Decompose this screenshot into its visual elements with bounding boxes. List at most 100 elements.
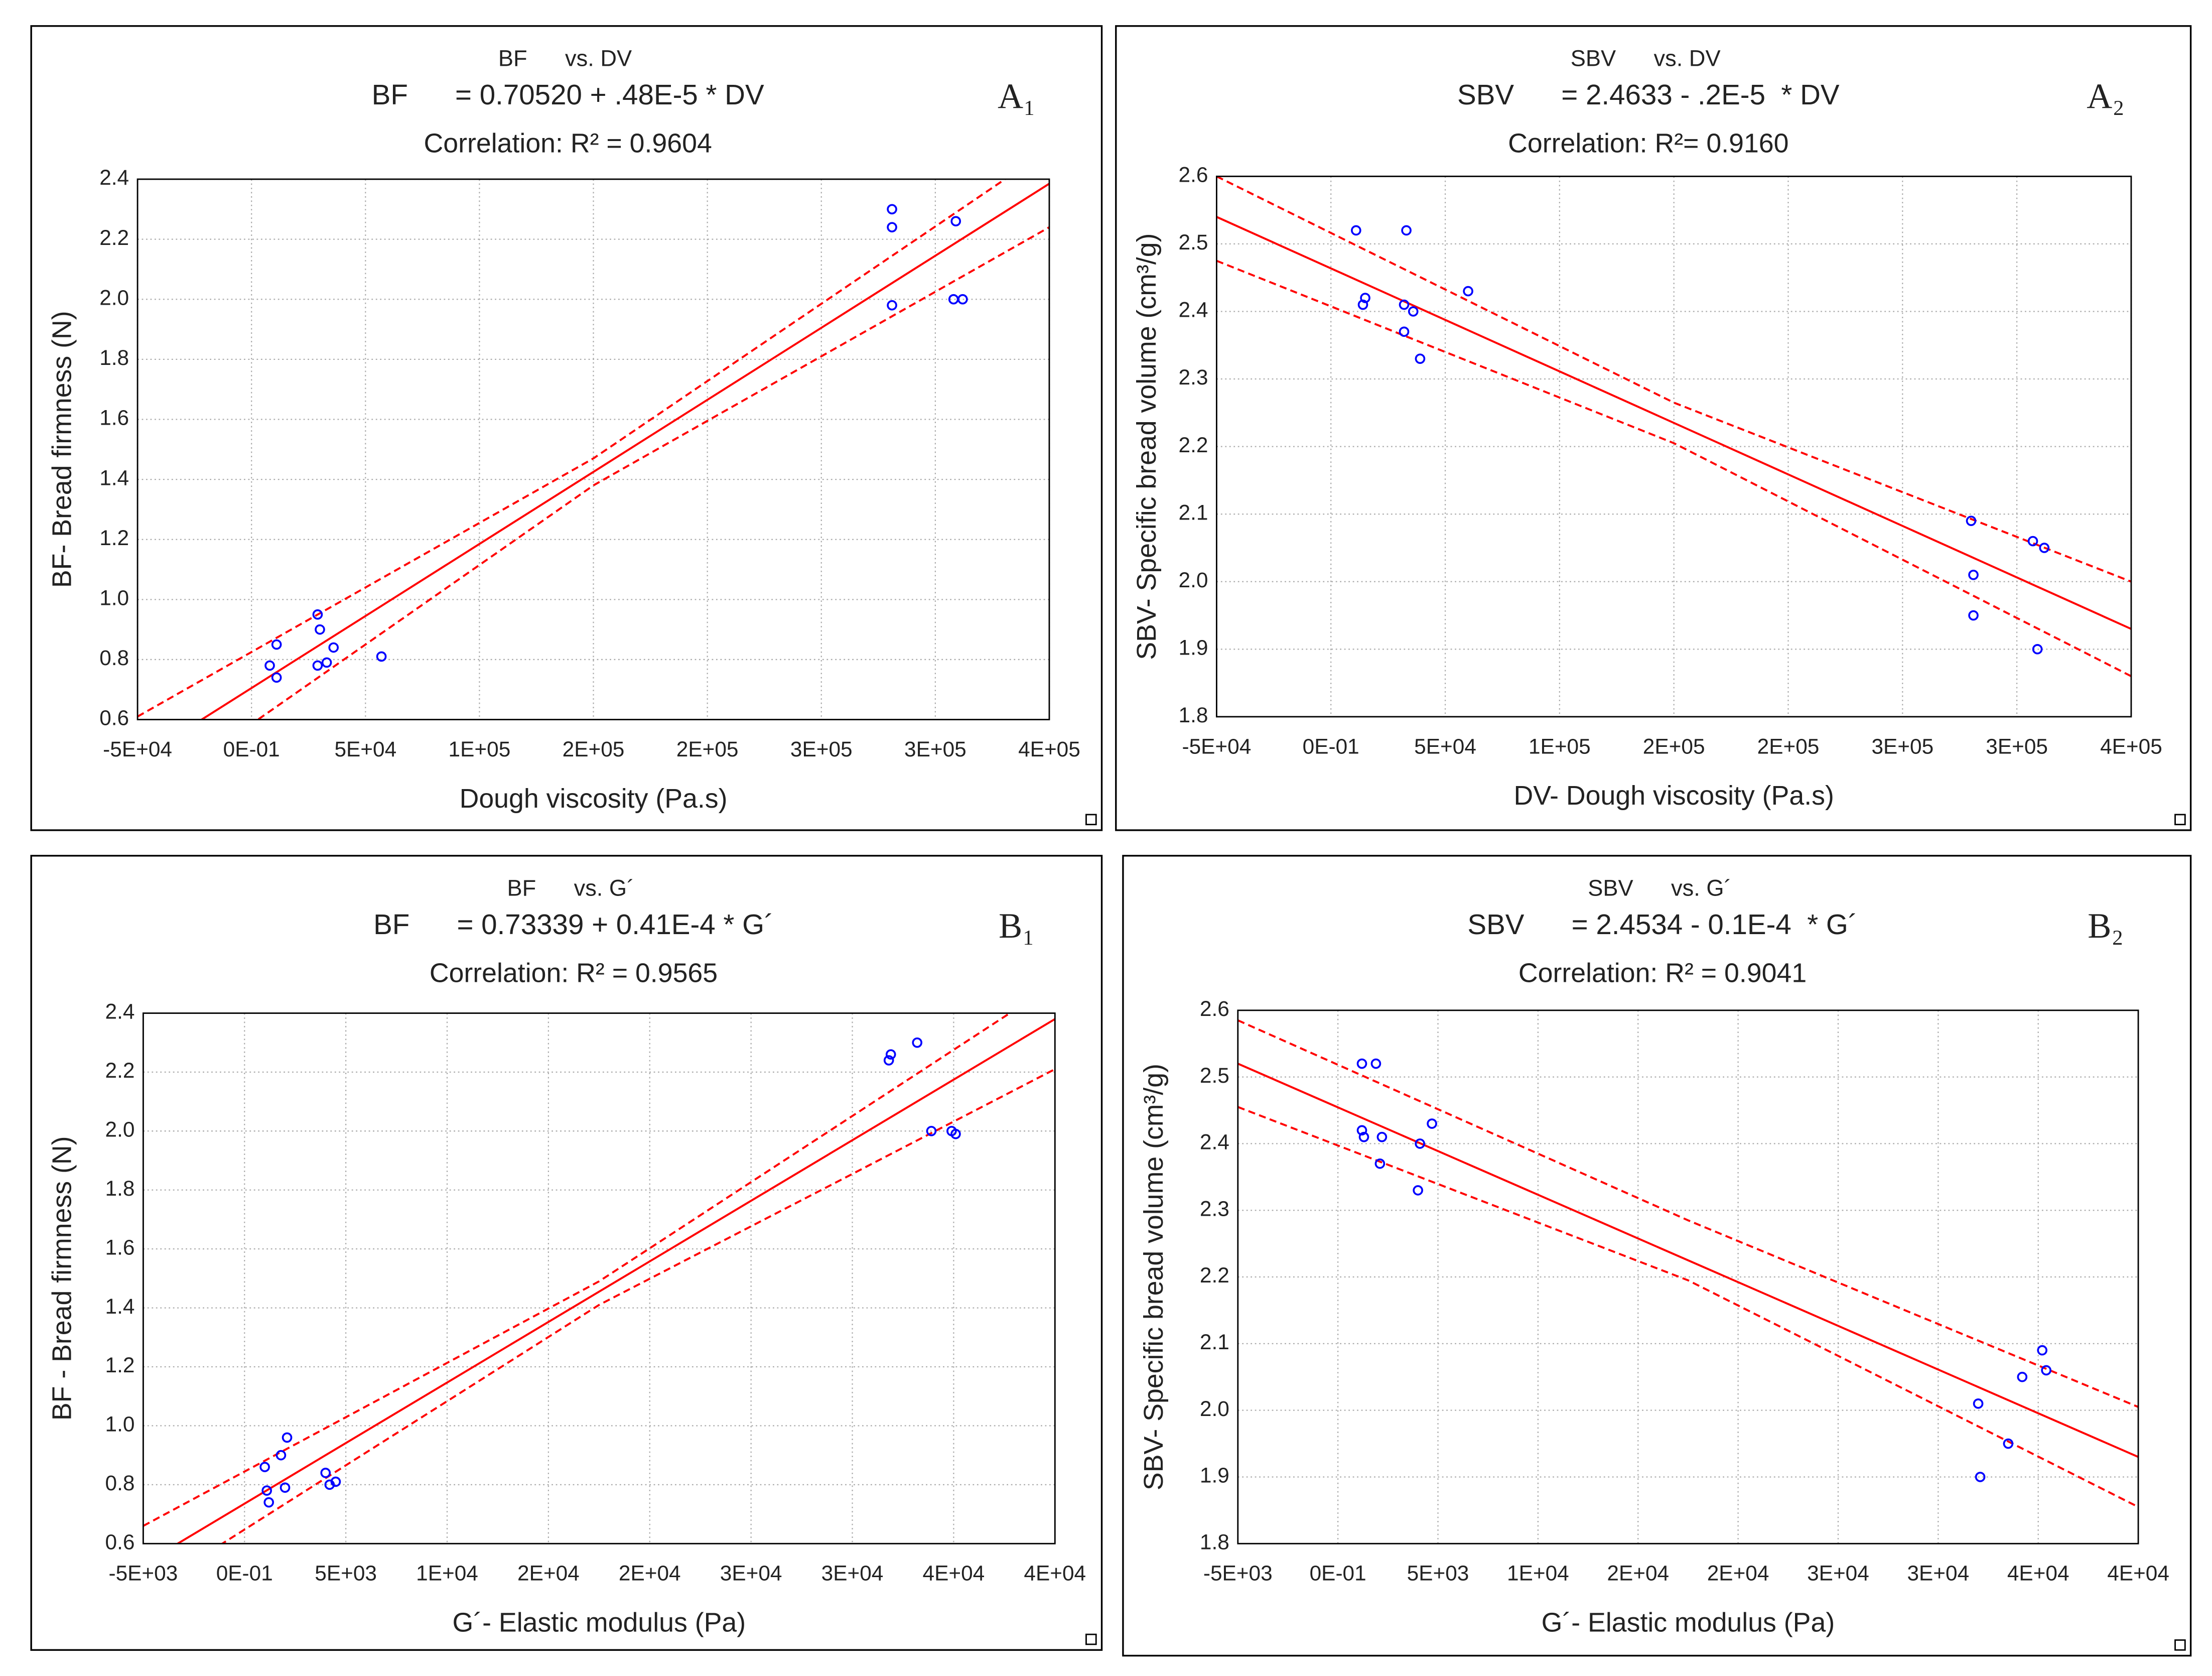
data-point [887,300,897,311]
x-tick-label: 5E+04 [334,737,396,761]
y-tick-label: 0.8 [99,646,129,670]
regression-line [1216,216,2131,630]
y-tick-label: 1.6 [105,1235,135,1259]
data-point [264,660,275,671]
x-tick-label: 2E+05 [563,737,625,761]
y-tick-label: 2.1 [1200,1330,1229,1354]
x-tick-label: 4E+04 [2107,1562,2169,1585]
y-tick-label: 1.8 [1179,703,1208,727]
data-point [1376,1131,1388,1142]
regression-line [200,183,1049,720]
data-point [1357,299,1368,310]
y-axis-label: SBV- Specific bread volume (cm³/g) [1132,233,1162,660]
data-point [261,1485,272,1496]
data-point [2041,1365,2051,1376]
panel-label: A₂ [2087,77,2125,116]
x-tick-label: 3E+04 [1907,1562,1969,1585]
x-tick-label: 3E+05 [1871,734,1933,758]
data-point [282,1432,293,1443]
panel: SBV vs. G´ SBV = 2.4534 - 0.1E-4 * G´ Corr… [1122,855,2192,1657]
y-tick-label: 2.2 [105,1059,135,1082]
confidence-band [256,226,1049,720]
x-tick-label: 5E+03 [1407,1562,1469,1585]
y-tick-label: 2.0 [1179,568,1208,592]
data-point [2027,536,2038,547]
confidence-band [1237,1019,2139,1408]
correlation: Correlation: R² = 0.9604 [424,128,712,158]
data-point [2032,644,2043,655]
x-tick-label: 0E-01 [1303,734,1359,758]
y-tick-label: 1.4 [99,466,129,489]
data-point [1968,569,1979,580]
y-tick-label: 1.4 [105,1295,135,1318]
panel-label: B₁ [999,907,1035,946]
y-tick-label: 2.2 [99,226,129,249]
equation: SBV = 2.4534 - 0.1E-4 * G´ [1467,909,1857,940]
x-tick-label: 2E+05 [676,737,739,761]
confidence-band [137,179,1007,718]
data-point [259,1462,270,1472]
data-point [1975,1472,1986,1482]
y-tick-label: 2.3 [1179,365,1208,389]
y-tick-label: 2.0 [105,1117,135,1141]
y-tick-label: 2.5 [1200,1064,1229,1087]
x-tick-label: 2E+05 [1643,734,1705,758]
equation: SBV = 2.4633 - .2E-5 * DV [1457,79,1840,110]
x-tick-label: 2E+04 [1707,1562,1769,1585]
x-axis-label: G´- Elastic modulus (Pa) [453,1608,746,1638]
x-tick-label: 1E+05 [449,737,511,761]
y-tick-label: 1.0 [105,1412,135,1436]
data-point [912,1037,923,1048]
x-tick-label: -5E+03 [108,1562,178,1585]
data-point [315,624,325,635]
x-tick-label: 3E+05 [904,737,966,761]
plot-frame [142,1012,1056,1544]
x-tick-label: -5E+04 [1182,734,1251,758]
data-point [376,651,387,662]
regression-line [1237,1063,2139,1458]
confidence-band [1237,1106,2139,1508]
data-point [883,1055,894,1066]
panel: BF vs. G´ BF = 0.73339 + 0.41E-4 * G´ Corr… [30,855,1103,1651]
x-tick-label: 2E+04 [1607,1562,1669,1585]
data-point [1399,299,1410,310]
data-point [1358,1131,1369,1142]
data-point [330,1476,341,1487]
plot-frame [1237,1009,2139,1544]
data-point [1415,353,1426,364]
y-tick-label: 1.0 [99,586,129,610]
y-tick-label: 1.2 [99,526,129,550]
y-tick-label: 2.6 [1179,163,1208,187]
y-tick-label: 2.2 [1179,433,1208,457]
x-tick-label: 3E+05 [1986,734,2048,758]
plot-frame [1215,175,2132,718]
correlation: Correlation: R² = 0.9565 [430,958,718,988]
data-point [1401,225,1412,236]
panel-frame [30,25,1103,831]
corner-box [1085,814,1097,826]
data-point [1356,1125,1367,1136]
x-tick-label: 4E+05 [2100,734,2162,758]
y-tick-label: 2.4 [105,1000,135,1023]
data-point [271,672,282,683]
y-tick-label: 1.2 [105,1353,135,1377]
x-tick-label: 4E+05 [1018,737,1080,761]
data-point [885,1049,896,1060]
panel-frame [1122,855,2192,1657]
data-point [1463,286,1473,297]
regression-line [176,1018,1055,1544]
data-point [1374,1158,1386,1169]
panel-frame [30,855,1103,1651]
confidence-band [1216,260,2131,677]
panel: SBV vs. DV SBV = 2.4633 - .2E-5 * DV Corre… [1115,25,2192,831]
y-axis-label: BF- Bread firmness (N) [47,311,77,588]
data-point [271,639,282,650]
correlation: Correlation: R²= 0.9160 [1508,128,1788,158]
chart-title: BF vs. G´ [507,875,634,901]
x-tick-label: 2E+04 [619,1562,681,1585]
y-tick-label: 1.8 [99,346,129,369]
x-tick-label: 2E+05 [1757,734,1820,758]
corner-box [1085,1633,1097,1645]
